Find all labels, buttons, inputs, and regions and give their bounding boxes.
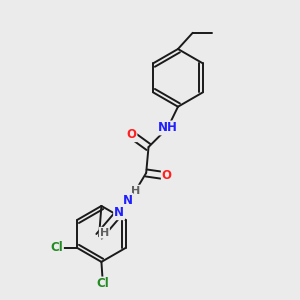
Text: H: H <box>100 228 109 238</box>
Text: O: O <box>127 128 136 141</box>
Text: N: N <box>123 194 133 207</box>
Text: O: O <box>162 169 172 182</box>
Text: Cl: Cl <box>97 278 109 290</box>
Text: Cl: Cl <box>50 242 63 254</box>
Text: NH: NH <box>158 122 178 134</box>
Text: N: N <box>114 206 124 219</box>
Text: H: H <box>131 186 140 196</box>
